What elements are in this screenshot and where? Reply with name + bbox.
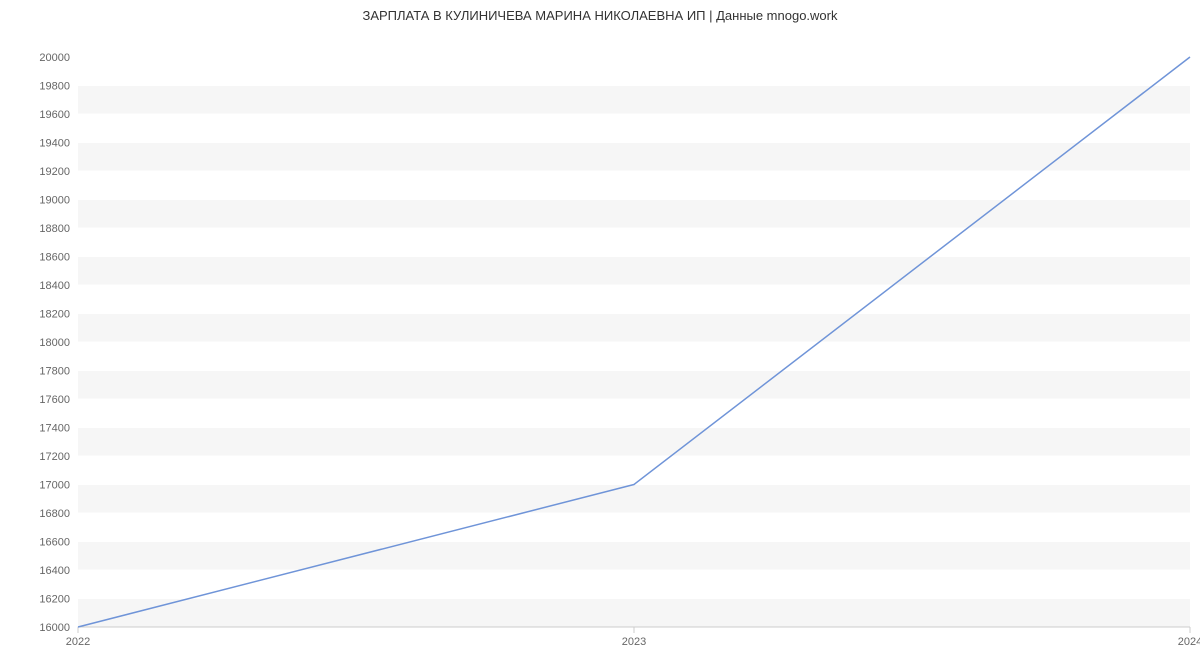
chart-title: ЗАРПЛАТА В КУЛИНИЧЕВА МАРИНА НИКОЛАЕВНА … <box>0 0 1200 27</box>
svg-text:17000: 17000 <box>39 480 70 492</box>
line-chart: 16000 16200 16400 16600 16800 17000 17200 17400… <box>0 27 1200 647</box>
svg-text:17800: 17800 <box>39 366 70 378</box>
svg-text:18200: 18200 <box>39 309 70 321</box>
svg-text:19400: 19400 <box>39 138 70 150</box>
svg-text:19200: 19200 <box>39 166 70 178</box>
svg-text:18800: 18800 <box>39 223 70 235</box>
svg-text:16800: 16800 <box>39 508 70 520</box>
svg-text:19000: 19000 <box>39 195 70 207</box>
svg-text:20000: 20000 <box>39 52 70 64</box>
svg-text:19600: 19600 <box>39 109 70 121</box>
svg-text:17600: 17600 <box>39 394 70 406</box>
svg-text:16200: 16200 <box>39 594 70 606</box>
svg-text:18000: 18000 <box>39 337 70 349</box>
chart-svg: 16000 16200 16400 16600 16800 17000 17200 17400… <box>0 27 1200 647</box>
svg-text:2024: 2024 <box>1178 636 1200 647</box>
svg-text:2023: 2023 <box>622 636 646 647</box>
svg-text:17200: 17200 <box>39 451 70 463</box>
svg-text:18600: 18600 <box>39 252 70 264</box>
svg-text:19800: 19800 <box>39 81 70 93</box>
svg-text:16400: 16400 <box>39 565 70 577</box>
svg-text:16000: 16000 <box>39 622 70 634</box>
svg-text:2022: 2022 <box>66 636 90 647</box>
svg-text:18400: 18400 <box>39 280 70 292</box>
svg-text:16600: 16600 <box>39 537 70 549</box>
svg-text:17400: 17400 <box>39 423 70 435</box>
